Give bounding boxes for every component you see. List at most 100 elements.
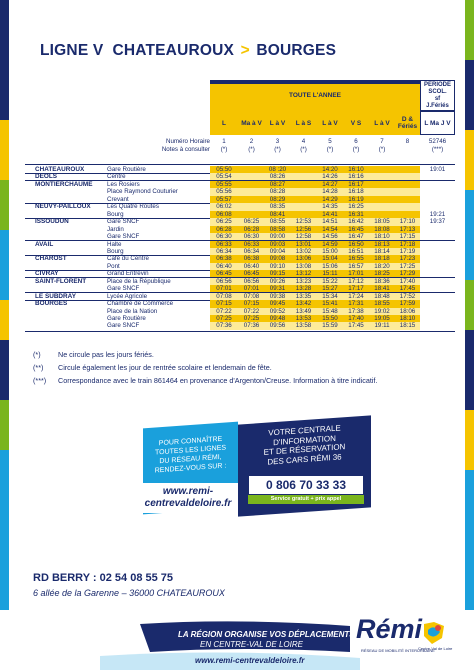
departure-time — [420, 285, 455, 293]
remi-logo-subtitle: RÉSEAU DE MOBILITÉ INTERURBAINE — [361, 648, 435, 653]
day-header-cell: L — [222, 119, 226, 127]
departure-time: 17:15 — [395, 233, 420, 241]
departure-time — [420, 180, 455, 189]
table-rule — [25, 269, 455, 271]
departure-time — [420, 255, 455, 263]
departure-time: 15:00 — [317, 247, 343, 256]
stop-name: Halte — [107, 240, 122, 248]
departure-time: 19:21 — [420, 210, 455, 219]
departure-time: 18:41 — [369, 285, 395, 293]
service-note-ref: (*) — [274, 146, 281, 153]
departure-time — [420, 315, 455, 323]
departure-time: 06:25 — [210, 218, 238, 226]
departure-time — [238, 210, 265, 219]
departure-time — [420, 300, 455, 308]
departure-time — [420, 240, 455, 248]
departure-time: 16:57 — [343, 262, 369, 271]
stop-name: Café du Centre — [107, 255, 149, 263]
departure-time: 06:38 — [238, 255, 265, 263]
departure-time — [420, 270, 455, 278]
departure-time — [238, 195, 265, 204]
departure-time: 17:40 — [343, 315, 369, 323]
region-name: Centre-Val de Loire — [418, 646, 453, 651]
departure-time: 17:19 — [395, 247, 420, 256]
remi-logo: Rémi — [356, 614, 423, 644]
service-number: 4 — [301, 138, 306, 145]
school-period-header: PERIODE SCOL. sf J.Fériés — [420, 80, 455, 111]
departure-time — [238, 203, 265, 211]
departure-time: 18:25 — [369, 270, 395, 278]
departure-time — [369, 210, 395, 219]
table-rule — [25, 299, 455, 301]
day-header-cell: L à V — [322, 119, 338, 127]
region-logo-icon — [424, 622, 444, 644]
promo-website-link[interactable]: www.remi- centrevaldeloire.fr — [138, 483, 238, 513]
departure-time: 06:30 — [238, 233, 265, 241]
departure-time: 14:26 — [317, 173, 343, 181]
departure-time: 07:08 — [210, 292, 238, 301]
service-number: 7 — [380, 138, 384, 145]
departure-time: 09:45 — [265, 300, 290, 308]
departure-time: 14:20 — [317, 166, 343, 174]
departure-time: 13:02 — [290, 247, 317, 256]
stop-name: Bourg — [107, 247, 124, 255]
departure-time: 15:50 — [317, 315, 343, 323]
departure-time: 13:28 — [290, 285, 317, 293]
departure-time: 18:48 — [369, 292, 395, 301]
departure-time: 09:26 — [265, 277, 290, 286]
departure-time: 07:01 — [238, 285, 265, 293]
stop-city: AVAIL — [35, 240, 54, 248]
departure-time: 08:55 — [265, 218, 290, 226]
departure-time: 13:08 — [290, 262, 317, 271]
stop-name: Grand Entrevin — [107, 270, 149, 278]
departure-time — [395, 180, 420, 189]
departure-time — [420, 203, 455, 211]
departure-time: 18:13 — [369, 240, 395, 248]
service-number: 1 — [222, 138, 226, 145]
departure-time — [420, 188, 455, 196]
stop-city: ISSOUDUN — [35, 218, 69, 226]
departure-time: 09:10 — [265, 262, 290, 271]
departure-time: 06:28 — [210, 225, 238, 234]
departure-time: 06:25 — [238, 218, 265, 226]
table-rule — [25, 180, 455, 181]
departure-time: 14:27 — [317, 180, 343, 189]
departure-time: 19:01 — [420, 166, 455, 174]
table-rule — [25, 277, 455, 278]
departure-time: 17:01 — [343, 270, 369, 278]
departure-time: 15:59 — [317, 322, 343, 330]
promo-phone-number[interactable]: 0 806 70 33 33 — [248, 475, 364, 495]
departure-time: 17:10 — [395, 218, 420, 226]
table-rule — [25, 292, 455, 293]
departure-time — [420, 233, 455, 241]
departure-time: 06:40 — [238, 262, 265, 271]
all-year-label: TOUTE L'ANNEE — [289, 92, 341, 99]
departure-time — [395, 166, 420, 174]
departure-time: 09:52 — [265, 307, 290, 315]
footer-website-link[interactable]: www.remi-centrevaldeloire.fr — [195, 656, 305, 665]
departure-time — [395, 210, 420, 219]
departure-time: 07:15 — [210, 300, 238, 308]
departure-time — [238, 166, 265, 174]
departure-time: 09:38 — [265, 292, 290, 301]
departure-time: 13:23 — [290, 277, 317, 286]
departure-time: 09:48 — [265, 315, 290, 323]
left-color-band — [0, 0, 9, 670]
table-rule — [25, 202, 455, 204]
departure-time — [395, 203, 420, 211]
service-note-ref: (***) — [431, 146, 444, 153]
departure-time: 14:51 — [317, 218, 343, 226]
departure-time: 07:22 — [238, 307, 265, 315]
service-note-ref: (*) — [220, 146, 228, 153]
departure-time: 19:11 — [369, 322, 395, 330]
departure-time — [420, 173, 455, 181]
stop-name: Pont — [107, 262, 120, 270]
departure-time: 15:27 — [317, 285, 343, 293]
departure-time: 18:06 — [395, 307, 420, 315]
departure-time: 17:52 — [395, 292, 420, 301]
timetable-top-rule — [210, 80, 455, 84]
note-mark: (**) — [33, 363, 44, 372]
table-rule — [25, 217, 455, 219]
stop-name: Crevant — [107, 195, 129, 203]
departure-time — [290, 166, 317, 174]
